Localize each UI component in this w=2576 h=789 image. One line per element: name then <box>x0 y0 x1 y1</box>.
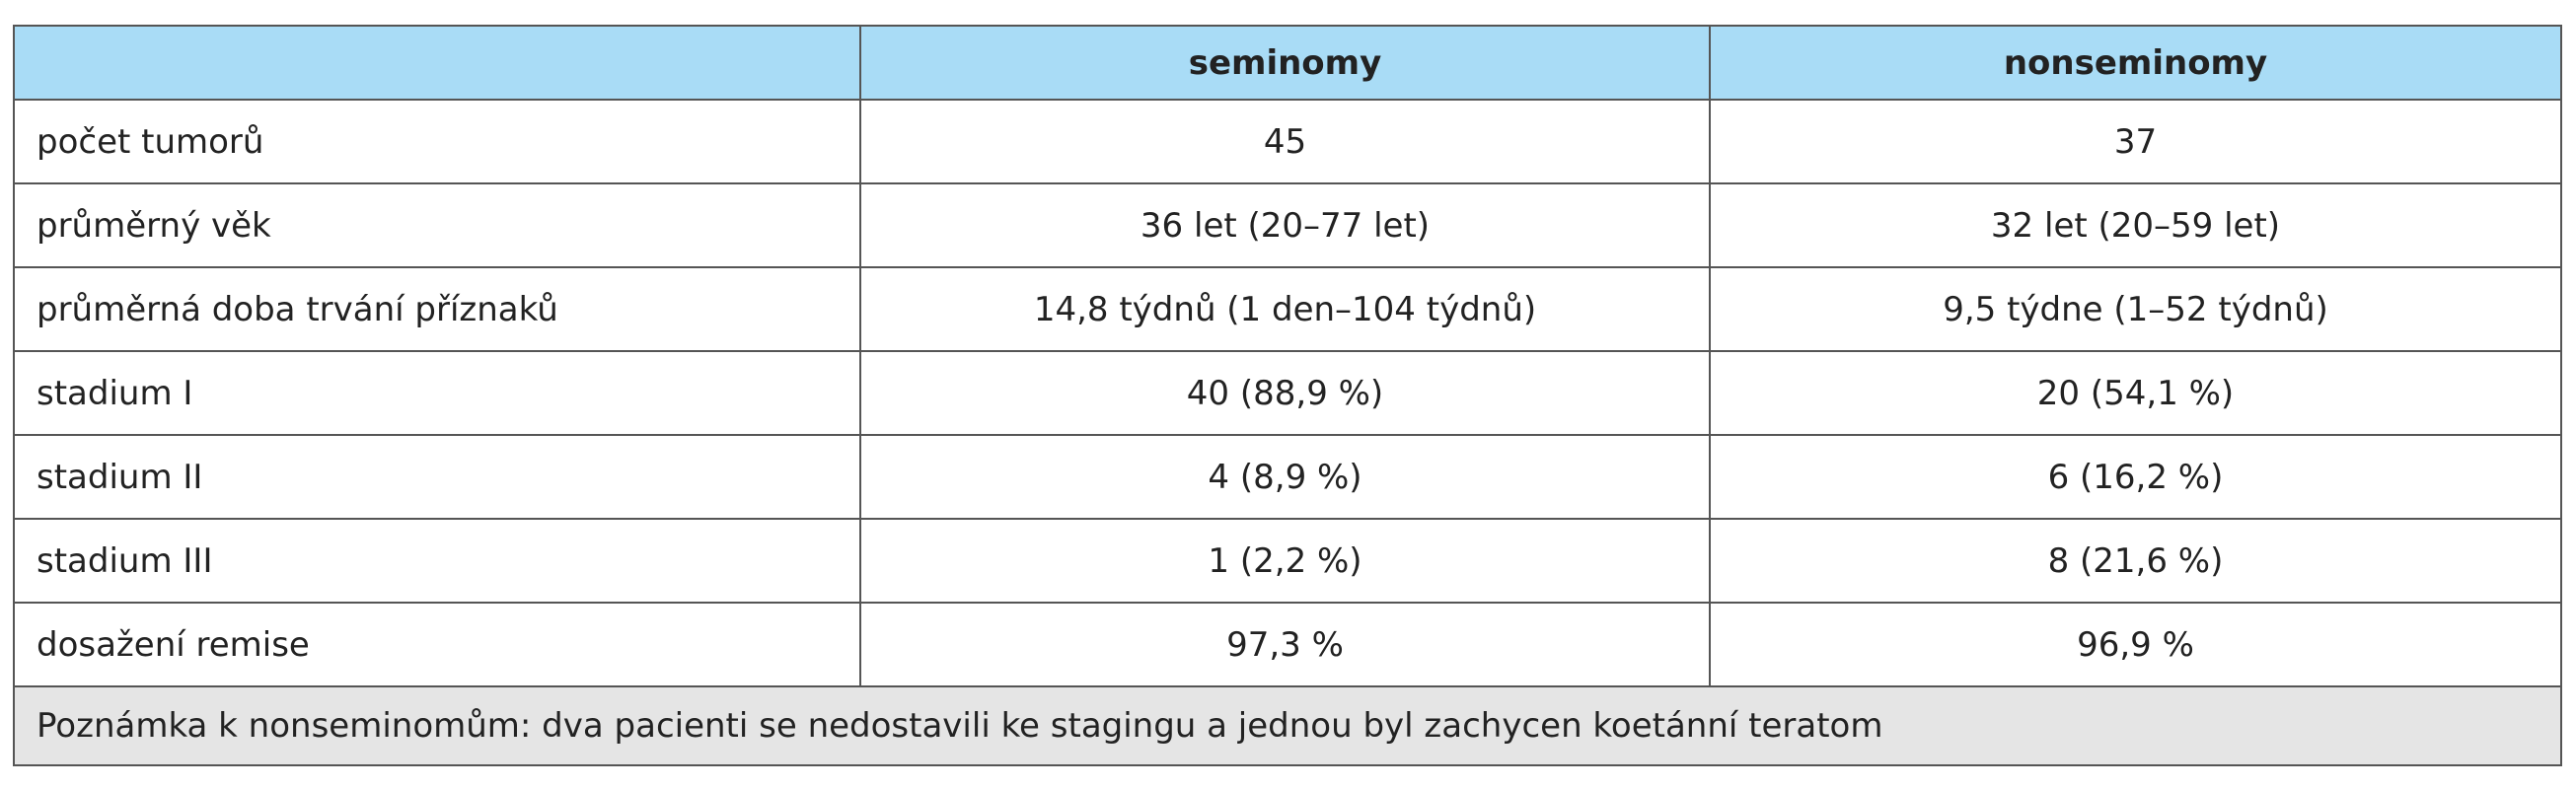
value-cell: 96,9 % <box>1709 602 2562 687</box>
table-row: stadium II 4 (8,9 %) 6 (16,2 %) <box>13 434 2562 520</box>
value-cell: 32 let (20–59 let) <box>1709 182 2562 268</box>
row-label: dosažení remise <box>13 602 861 687</box>
table-row: počet tumorů 45 37 <box>13 99 2562 184</box>
data-table: seminomy nonseminomy počet tumorů 45 37 prů… <box>13 25 2562 766</box>
header-cell: nonseminomy <box>1709 25 2562 101</box>
value-cell: 6 (16,2 %) <box>1709 434 2562 520</box>
value-cell: 14,8 týdnů (1 den–104 týdnů) <box>859 266 1711 352</box>
row-label: stadium I <box>13 350 861 436</box>
row-label: stadium III <box>13 518 861 604</box>
value-cell: 37 <box>1709 99 2562 184</box>
header-cell: seminomy <box>859 25 1711 101</box>
row-label: průměrná doba trvání příznaků <box>13 266 861 352</box>
value-cell: 8 (21,6 %) <box>1709 518 2562 604</box>
table-row: stadium I 40 (88,9 %) 20 (54,1 %) <box>13 350 2562 436</box>
row-label: počet tumorů <box>13 99 861 184</box>
table-row: průměrný věk 36 let (20–77 let) 32 let (20… <box>13 182 2562 268</box>
note: Poznámka k nonseminomům: dva pacienti se… <box>13 685 2562 766</box>
header-cell <box>13 25 861 101</box>
value-cell: 20 (54,1 %) <box>1709 350 2562 436</box>
table-row: stadium III 1 (2,2 %) 8 (21,6 %) <box>13 518 2562 604</box>
value-cell: 9,5 týdne (1–52 týdnů) <box>1709 266 2562 352</box>
value-cell: 1 (2,2 %) <box>859 518 1711 604</box>
value-cell: 45 <box>859 99 1711 184</box>
table-row: průměrná doba trvání příznaků 14,8 týdnů … <box>13 266 2562 352</box>
value-cell: 40 (88,9 %) <box>859 350 1711 436</box>
header-row: seminomy nonseminomy <box>13 25 2562 101</box>
note-row: Poznámka k nonseminomům: dva pacienti se… <box>13 685 2562 766</box>
value-cell: 97,3 % <box>859 602 1711 687</box>
value-cell: 36 let (20–77 let) <box>859 182 1711 268</box>
table-body: počet tumorů 45 37 průměrný věk 36 let (20–7… <box>13 99 2562 766</box>
table-row: dosažení remise 97,3 % 96,9 % <box>13 602 2562 687</box>
value-cell: 4 (8,9 %) <box>859 434 1711 520</box>
row-label: stadium II <box>13 434 861 520</box>
row-label: průměrný věk <box>13 182 861 268</box>
